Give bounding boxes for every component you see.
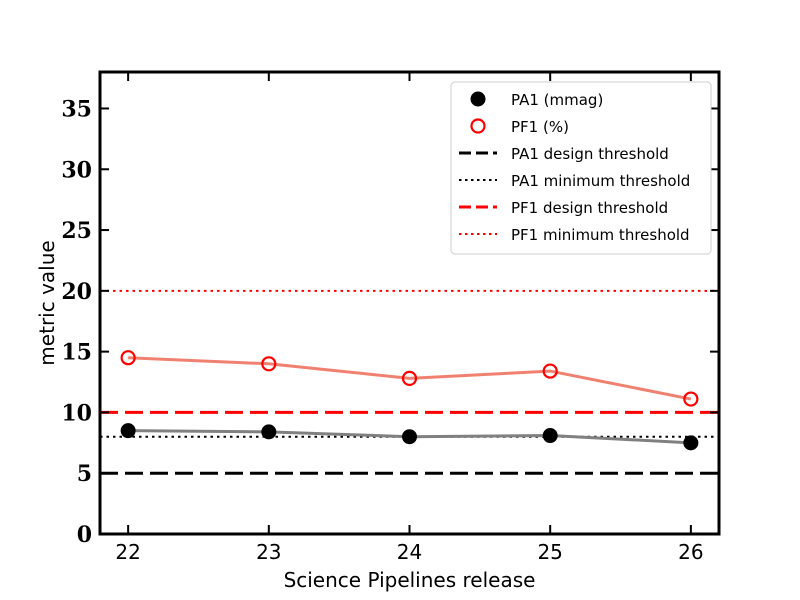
data-point xyxy=(261,356,277,372)
threshold-lines xyxy=(100,289,719,475)
data-point xyxy=(261,424,277,440)
y-tick-label: 25 xyxy=(61,218,92,244)
legend-label-3: PA1 minimum threshold xyxy=(511,172,690,190)
data-point xyxy=(120,350,136,366)
data-point xyxy=(401,370,418,386)
y-tick-label: 30 xyxy=(61,157,92,183)
legend-label-4: PF1 design threshold xyxy=(511,199,668,217)
x-tick-label: 24 xyxy=(397,540,422,564)
series-line-1 xyxy=(128,356,692,401)
y-axis-title: metric value xyxy=(35,240,59,365)
legend-label-5: PF1 minimum threshold xyxy=(511,226,690,244)
legend-marker-1 xyxy=(470,118,486,134)
y-tick-label: 10 xyxy=(61,400,92,426)
data-point xyxy=(120,423,136,439)
plot-frame xyxy=(98,70,721,536)
legend-marker-0 xyxy=(470,91,486,107)
data-point xyxy=(542,428,558,444)
x-axis-title: Science Pipelines release xyxy=(284,568,536,592)
data-point xyxy=(542,363,558,379)
x-tick-label: 22 xyxy=(115,540,140,564)
x-tick-label: 23 xyxy=(256,540,281,564)
x-tick-label: 25 xyxy=(537,540,562,564)
data-point xyxy=(683,435,699,451)
data-point xyxy=(683,391,699,407)
data-point xyxy=(402,429,417,445)
legend-label-0: PA1 (mmag) xyxy=(511,91,603,109)
legend-box xyxy=(450,81,712,255)
axis-ticks: 22 23 24 25 26 0 5 10 15 20 25 30 35 xyxy=(61,72,719,564)
legend-label-1: PF1 (%) xyxy=(511,118,569,136)
legend-label-2: PA1 design threshold xyxy=(511,145,669,163)
y-tick-label: 20 xyxy=(61,279,92,305)
y-tick-label: 35 xyxy=(61,96,92,122)
x-tick-label: 26 xyxy=(678,540,703,564)
legend: PA1 (mmag) PF1 (%) PA1 design threshold PA1… xyxy=(450,81,712,255)
data-series xyxy=(120,350,699,451)
y-tick-label: 0 xyxy=(77,522,92,548)
y-tick-label: 5 xyxy=(77,461,92,487)
y-tick-label: 15 xyxy=(61,340,92,366)
